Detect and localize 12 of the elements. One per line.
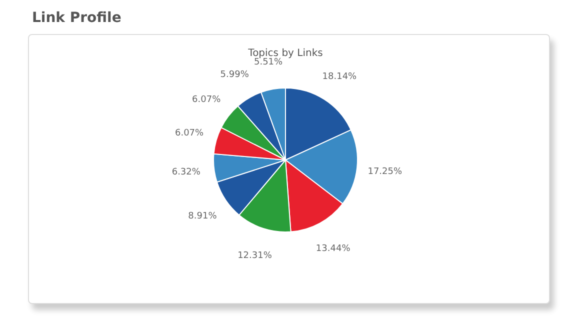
data-label: 6.07% (174, 128, 204, 139)
chart-subtitle: Topics by Links (247, 48, 323, 59)
data-label: 6.32% (172, 167, 201, 178)
data-label: 17.25% (368, 167, 402, 178)
data-label: 6.07% (192, 94, 222, 105)
data-label: 13.44% (316, 244, 351, 254)
data-label: 8.91% (188, 212, 218, 222)
data-label: 5.99% (220, 70, 250, 80)
chart-title: Link Profile (32, 10, 122, 26)
data-label: 5.51% (254, 57, 284, 68)
data-label: 18.14% (322, 72, 358, 82)
data-label: 12.31% (238, 251, 272, 262)
